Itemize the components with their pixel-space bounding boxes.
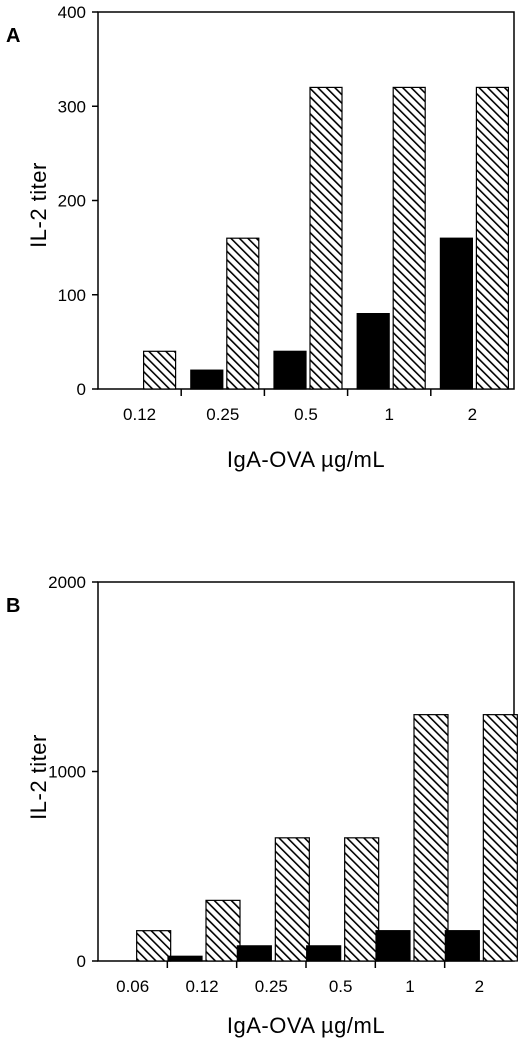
x-tick-label: 1 xyxy=(405,977,414,996)
bar-solid xyxy=(167,955,203,962)
x-axis-title: IgA-OVA µg/mL xyxy=(227,447,385,472)
x-axis-title: IgA-OVA µg/mL xyxy=(227,1013,385,1038)
x-tick-label: 0.5 xyxy=(294,405,318,424)
panel-label: B xyxy=(6,595,20,617)
y-tick-label: 100 xyxy=(58,286,86,305)
y-axis-title: IL-2 titer xyxy=(26,734,51,820)
x-tick-label: 2 xyxy=(468,405,477,424)
y-tick-label: 0 xyxy=(77,952,86,971)
bar-solid xyxy=(444,930,480,962)
y-tick-label: 300 xyxy=(58,97,86,116)
panel-b: B IL-2 titer IgA-OVA µg/mL 0 1000 2000 0.06… xyxy=(6,573,518,1038)
x-tick-label: 0.5 xyxy=(329,977,353,996)
y-tick-label: 0 xyxy=(77,380,86,399)
y-tick-label: 2000 xyxy=(48,573,86,592)
bar-solid xyxy=(306,945,342,962)
bar-hatched xyxy=(226,237,260,390)
bar-solid xyxy=(375,930,411,962)
bar-solid xyxy=(356,313,390,390)
bar-hatched xyxy=(143,350,177,390)
bar-hatched xyxy=(205,899,241,962)
bar-solid xyxy=(190,369,224,390)
x-tick-label: 2 xyxy=(475,977,484,996)
y-axis-title: IL-2 titer xyxy=(26,162,51,248)
x-tick-label: 0.12 xyxy=(123,405,156,424)
bar-hatched xyxy=(136,930,172,962)
x-tick-label: 1 xyxy=(384,405,393,424)
bar-hatched xyxy=(274,837,310,962)
bar-hatched xyxy=(392,86,426,390)
x-tick-label: 0.12 xyxy=(185,977,218,996)
bar-hatched xyxy=(413,714,449,962)
y-tick-label: 200 xyxy=(58,192,86,211)
bar-hatched xyxy=(309,86,343,390)
bar-solid xyxy=(273,350,307,390)
bar-hatched xyxy=(344,837,380,962)
x-tick-label: 0.06 xyxy=(116,977,149,996)
x-tick-label: 0.25 xyxy=(255,977,288,996)
y-tick-label: 1000 xyxy=(48,763,86,782)
bar-solid xyxy=(439,237,473,390)
panel-label: A xyxy=(6,25,20,47)
panel-a: A IL-2 titer IgA-OVA µg/mL 0 100 200 300 400… xyxy=(6,3,515,472)
x-tick-label: 0.25 xyxy=(206,405,239,424)
bar-hatched xyxy=(482,714,518,962)
y-tick-label: 400 xyxy=(58,3,86,22)
bar-solid xyxy=(236,945,272,962)
bar-hatched xyxy=(475,86,509,390)
